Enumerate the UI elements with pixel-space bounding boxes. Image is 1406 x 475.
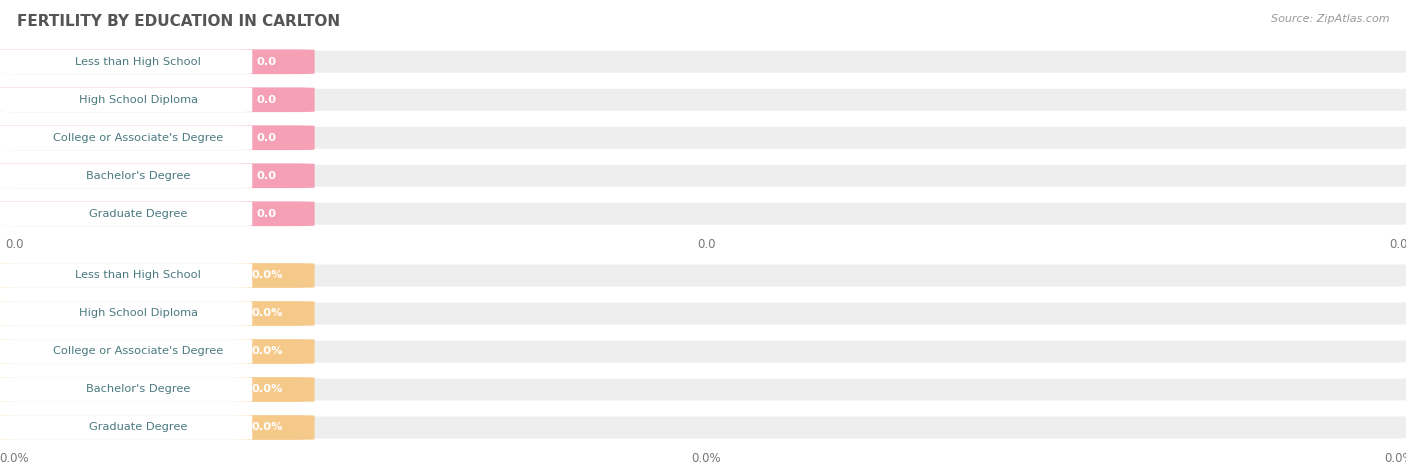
Text: College or Associate's Degree: College or Associate's Degree [53, 133, 224, 143]
FancyBboxPatch shape [0, 377, 315, 402]
Text: 0.0: 0.0 [257, 95, 277, 105]
FancyBboxPatch shape [0, 163, 1406, 188]
FancyBboxPatch shape [0, 49, 1406, 74]
Text: Graduate Degree: Graduate Degree [89, 209, 187, 219]
FancyBboxPatch shape [0, 339, 315, 364]
FancyBboxPatch shape [0, 201, 252, 226]
Text: High School Diploma: High School Diploma [79, 95, 197, 105]
FancyBboxPatch shape [0, 87, 252, 112]
FancyBboxPatch shape [0, 49, 252, 74]
FancyBboxPatch shape [0, 415, 252, 440]
FancyBboxPatch shape [0, 201, 315, 226]
Text: Less than High School: Less than High School [75, 270, 201, 281]
FancyBboxPatch shape [0, 125, 1406, 150]
FancyBboxPatch shape [0, 415, 1406, 440]
Text: 0.0%: 0.0% [252, 422, 283, 433]
FancyBboxPatch shape [0, 301, 1406, 326]
Text: 0.0%: 0.0% [252, 346, 283, 357]
FancyBboxPatch shape [0, 87, 315, 112]
FancyBboxPatch shape [0, 263, 315, 288]
FancyBboxPatch shape [0, 377, 1406, 402]
FancyBboxPatch shape [0, 339, 1406, 364]
FancyBboxPatch shape [0, 163, 315, 188]
Text: Source: ZipAtlas.com: Source: ZipAtlas.com [1271, 14, 1389, 24]
Text: 0.0%: 0.0% [252, 384, 283, 395]
FancyBboxPatch shape [0, 263, 1406, 288]
Text: Bachelor's Degree: Bachelor's Degree [86, 171, 190, 181]
FancyBboxPatch shape [0, 301, 252, 326]
Text: 0.0: 0.0 [257, 171, 277, 181]
FancyBboxPatch shape [0, 263, 252, 288]
Text: College or Associate's Degree: College or Associate's Degree [53, 346, 224, 357]
Text: 0.0%: 0.0% [252, 308, 283, 319]
Text: FERTILITY BY EDUCATION IN CARLTON: FERTILITY BY EDUCATION IN CARLTON [17, 14, 340, 29]
FancyBboxPatch shape [0, 201, 1406, 226]
Text: 0.0: 0.0 [257, 133, 277, 143]
Text: 0.0: 0.0 [257, 209, 277, 219]
FancyBboxPatch shape [0, 339, 252, 364]
Text: Graduate Degree: Graduate Degree [89, 422, 187, 433]
FancyBboxPatch shape [0, 163, 252, 188]
FancyBboxPatch shape [0, 87, 1406, 112]
FancyBboxPatch shape [0, 377, 252, 402]
FancyBboxPatch shape [0, 301, 315, 326]
FancyBboxPatch shape [0, 125, 315, 150]
Text: Bachelor's Degree: Bachelor's Degree [86, 384, 190, 395]
Text: High School Diploma: High School Diploma [79, 308, 197, 319]
Text: 0.0%: 0.0% [252, 270, 283, 281]
FancyBboxPatch shape [0, 415, 315, 440]
Text: 0.0: 0.0 [257, 57, 277, 67]
Text: Less than High School: Less than High School [75, 57, 201, 67]
FancyBboxPatch shape [0, 125, 252, 150]
FancyBboxPatch shape [0, 49, 315, 74]
